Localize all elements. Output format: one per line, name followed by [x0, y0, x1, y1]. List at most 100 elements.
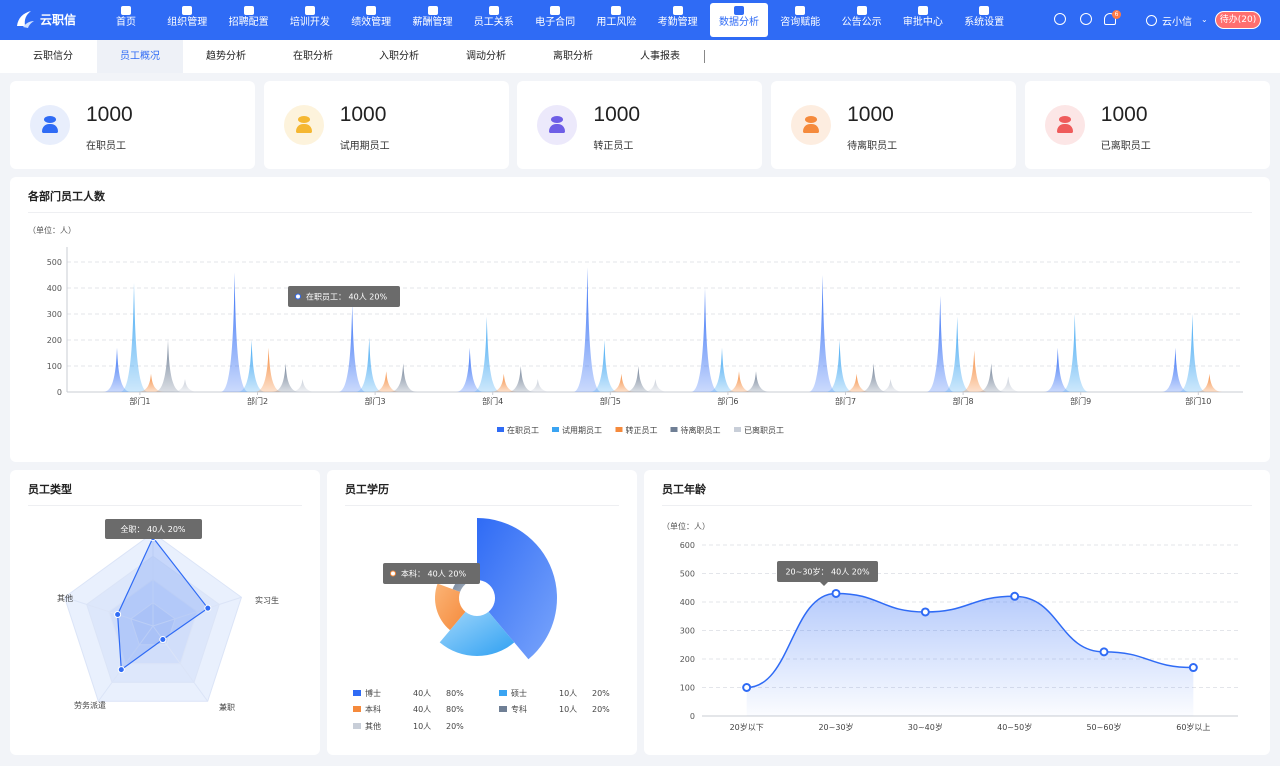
- line-point[interactable]: [742, 683, 752, 692]
- area-peak[interactable]: [926, 295, 955, 392]
- nav-item-12[interactable]: 公告公示: [833, 3, 891, 37]
- help-icon[interactable]: [1080, 13, 1092, 25]
- nav-item-6[interactable]: 员工关系: [465, 3, 523, 37]
- legend-label[interactable]: 已离职员工: [744, 425, 784, 435]
- area-peak[interactable]: [137, 373, 165, 392]
- app-logo[interactable]: 云职信: [14, 8, 76, 30]
- area-peak[interactable]: [994, 376, 1023, 392]
- nav-label: 首页: [116, 17, 136, 28]
- area-peak[interactable]: [808, 275, 837, 392]
- area-peak[interactable]: [825, 340, 854, 392]
- area-peak[interactable]: [573, 267, 602, 392]
- area-peak[interactable]: [220, 272, 249, 392]
- rose-slice[interactable]: [439, 611, 515, 656]
- user-icon: [791, 105, 832, 145]
- legend-label[interactable]: 在职员工: [507, 425, 539, 435]
- nav-item-1[interactable]: 组织管理: [158, 3, 216, 37]
- radar-point[interactable]: [159, 636, 167, 644]
- area-peak[interactable]: [1195, 373, 1224, 392]
- nav-item-0[interactable]: 首页: [97, 3, 155, 37]
- nav-icon: [366, 6, 377, 15]
- nav-item-8[interactable]: 用工风险: [587, 3, 645, 37]
- area-peak[interactable]: [271, 363, 300, 392]
- todo-button[interactable]: 待办(20): [1215, 11, 1261, 29]
- area-peak[interactable]: [742, 371, 770, 392]
- rose-slice[interactable]: [435, 583, 466, 631]
- nav-item-11[interactable]: 咨询赋能: [771, 3, 829, 37]
- nav-item-4[interactable]: 绩效管理: [342, 3, 400, 37]
- legend-label[interactable]: 博士: [365, 688, 381, 698]
- area-peak[interactable]: [691, 288, 719, 392]
- legend-label[interactable]: 专科: [511, 704, 527, 714]
- nav-item-2[interactable]: 招聘配置: [220, 3, 278, 37]
- nav-item-14[interactable]: 系统设置: [955, 3, 1013, 37]
- legend-pct: 20%: [446, 722, 464, 731]
- area-peak[interactable]: [489, 373, 518, 392]
- area-peak[interactable]: [624, 366, 653, 392]
- tab-6[interactable]: 离职分析: [553, 51, 593, 62]
- legend-label[interactable]: 试用期员工: [562, 425, 602, 435]
- tab-0[interactable]: 云职信分: [33, 51, 73, 62]
- area-peak[interactable]: [372, 371, 401, 392]
- area-peak[interactable]: [1161, 347, 1190, 392]
- area-peak[interactable]: [120, 282, 148, 392]
- nav-item-3[interactable]: 培训开发: [281, 3, 339, 37]
- nav-item-13[interactable]: 审批中心: [894, 3, 952, 37]
- area-peak[interactable]: [960, 350, 989, 392]
- radar-point[interactable]: [117, 666, 125, 674]
- line-point[interactable]: [1188, 663, 1198, 673]
- area-peak[interactable]: [1060, 314, 1089, 392]
- area-peak[interactable]: [237, 340, 266, 392]
- area-peak[interactable]: [338, 303, 367, 392]
- radar-point[interactable]: [204, 604, 212, 612]
- area-peak[interactable]: [103, 347, 131, 392]
- area-peak[interactable]: [472, 316, 501, 392]
- area-peak[interactable]: [355, 337, 384, 392]
- tab-4[interactable]: 入职分析: [379, 51, 419, 62]
- legend-label[interactable]: 待离职员工: [681, 425, 721, 435]
- area-peak[interactable]: [506, 366, 535, 392]
- area-peak[interactable]: [154, 340, 182, 392]
- area-peak[interactable]: [523, 379, 552, 392]
- tab-7[interactable]: 人事报表: [640, 51, 680, 62]
- area-peak[interactable]: [288, 379, 317, 392]
- area-peak[interactable]: [641, 379, 670, 392]
- area-peak[interactable]: [254, 347, 283, 392]
- tab-2[interactable]: 趋势分析: [206, 51, 246, 62]
- line-point[interactable]: [1010, 591, 1020, 601]
- area-peak[interactable]: [590, 340, 619, 392]
- chevron-down-icon[interactable]: ⌄: [1201, 15, 1208, 24]
- line-point[interactable]: [920, 607, 930, 617]
- line-point[interactable]: [831, 588, 841, 598]
- legend-label[interactable]: 硕士: [511, 688, 527, 698]
- area-peak[interactable]: [1178, 314, 1207, 392]
- area-peak[interactable]: [876, 379, 905, 392]
- user-menu[interactable]: 云小信: [1146, 13, 1192, 28]
- area-peak[interactable]: [725, 371, 753, 392]
- nav-item-10[interactable]: 数据分析: [710, 3, 768, 37]
- legend-label[interactable]: 其他: [365, 721, 381, 731]
- legend-label[interactable]: 转正员工: [626, 425, 658, 435]
- area-peak[interactable]: [607, 373, 636, 392]
- radar-point[interactable]: [114, 611, 122, 619]
- bell-icon[interactable]: [1104, 13, 1116, 25]
- legend-label[interactable]: 本科: [365, 704, 381, 714]
- line-point[interactable]: [1099, 647, 1109, 657]
- tab-1[interactable]: 员工概况: [97, 40, 183, 73]
- area-peak[interactable]: [943, 316, 972, 392]
- area-peak[interactable]: [977, 363, 1006, 392]
- area-peak[interactable]: [859, 363, 888, 392]
- area-peak[interactable]: [455, 347, 484, 392]
- area-peak[interactable]: [389, 363, 418, 392]
- area-peak[interactable]: [842, 373, 871, 392]
- area-peak[interactable]: [171, 379, 199, 392]
- rose-slice[interactable]: [477, 518, 557, 660]
- tab-5[interactable]: 调动分析: [466, 51, 506, 62]
- nav-item-5[interactable]: 薪酬管理: [404, 3, 462, 37]
- nav-item-9[interactable]: 考勤管理: [649, 3, 707, 37]
- nav-item-7[interactable]: 电子合同: [526, 3, 584, 37]
- area-peak[interactable]: [1043, 347, 1072, 392]
- tab-3[interactable]: 在职分析: [293, 51, 333, 62]
- area-peak[interactable]: [708, 347, 736, 392]
- search-icon[interactable]: [1054, 13, 1066, 25]
